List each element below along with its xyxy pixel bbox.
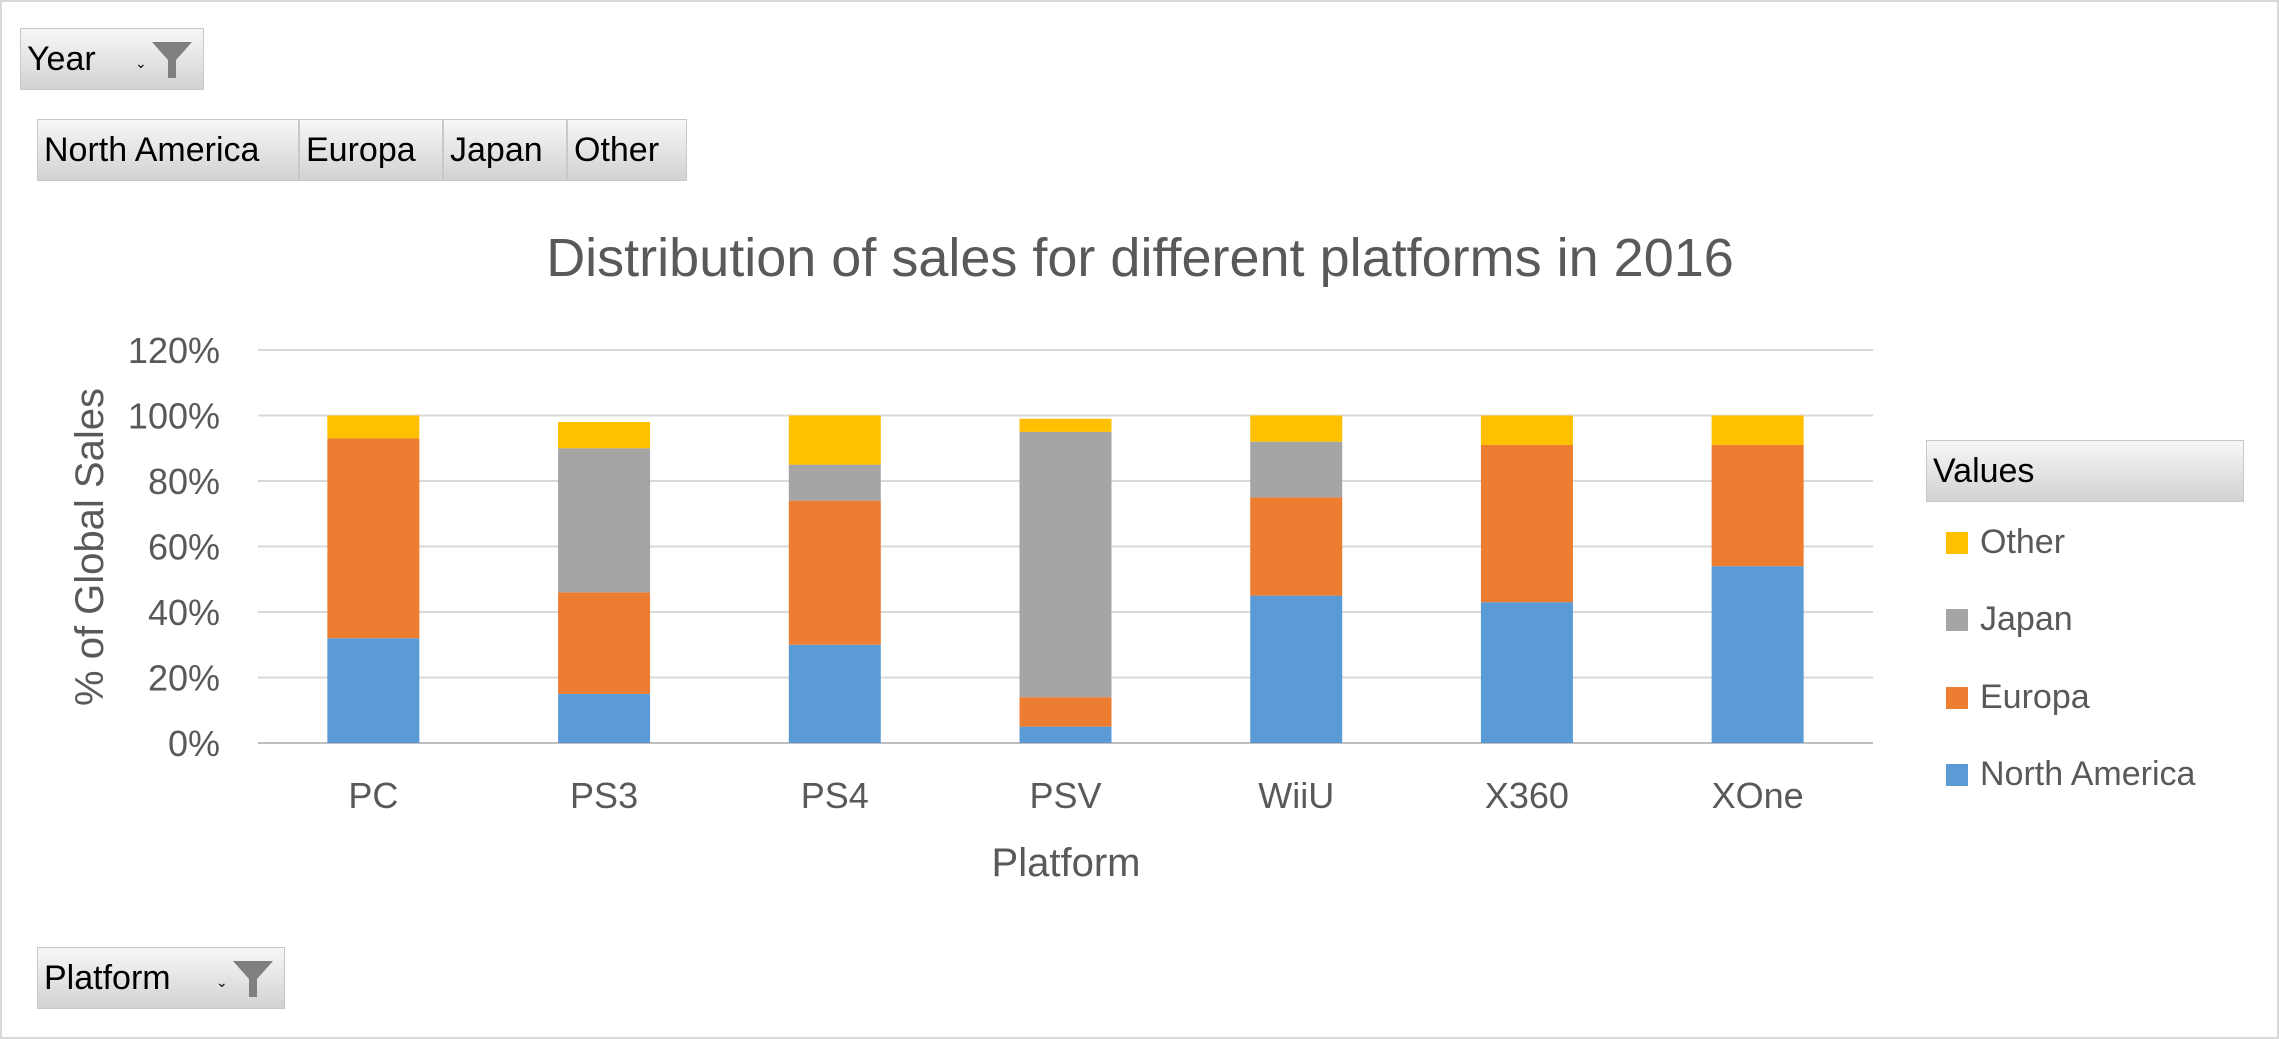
legend-label: Europa bbox=[1980, 678, 2090, 716]
series-button-japan[interactable]: Japan bbox=[443, 119, 567, 181]
x-tick-label: X360 bbox=[1485, 775, 1569, 816]
bar-pc-north-america[interactable] bbox=[327, 638, 420, 743]
bar-wiiu-europa[interactable] bbox=[1250, 497, 1343, 596]
x-tick-label: PC bbox=[348, 775, 398, 816]
bar-ps3-europa[interactable] bbox=[558, 592, 651, 694]
bar-psv-japan[interactable] bbox=[1019, 431, 1112, 698]
series-button-label: Europa bbox=[306, 131, 416, 169]
bar-pc-other[interactable] bbox=[327, 415, 420, 439]
x-tick-label: XOne bbox=[1712, 775, 1804, 816]
bar-pc-europa[interactable] bbox=[327, 438, 420, 639]
series-button-other[interactable]: Other bbox=[567, 119, 687, 181]
legend-header-label: Values bbox=[1933, 452, 2035, 490]
bar-ps4-north-america[interactable] bbox=[788, 644, 881, 743]
bar-xone-north-america[interactable] bbox=[1711, 566, 1804, 743]
x-tick-label: PSV bbox=[1029, 775, 1101, 816]
y-tick-label: 20% bbox=[148, 658, 220, 699]
legend-header[interactable]: Values bbox=[1926, 440, 2244, 502]
y-tick-label: 80% bbox=[148, 461, 220, 502]
bar-ps4-europa[interactable] bbox=[788, 500, 881, 645]
year-filter-button[interactable]: Year ⌄ bbox=[20, 28, 204, 90]
x-tick-label: WiiU bbox=[1258, 775, 1334, 816]
chevron-down-icon: ⌄ bbox=[216, 974, 228, 990]
legend-swatch bbox=[1946, 532, 1968, 554]
legend-label: North America bbox=[1980, 755, 2196, 793]
bar-psv-north-america[interactable] bbox=[1019, 726, 1112, 743]
y-tick-label: 60% bbox=[148, 527, 220, 568]
funnel-icon bbox=[233, 961, 273, 997]
bar-xone-europa[interactable] bbox=[1711, 444, 1804, 567]
series-button-label: North America bbox=[44, 131, 260, 169]
y-axis-label: % of Global Sales bbox=[68, 388, 112, 706]
bar-psv-other[interactable] bbox=[1019, 418, 1112, 432]
funnel-icon bbox=[152, 42, 192, 78]
year-filter-label: Year bbox=[27, 40, 96, 78]
bar-ps3-japan[interactable] bbox=[558, 448, 651, 593]
y-tick-label: 120% bbox=[128, 330, 220, 371]
x-tick-label: PS3 bbox=[570, 775, 638, 816]
y-tick-label: 40% bbox=[148, 592, 220, 633]
bar-psv-europa[interactable] bbox=[1019, 697, 1112, 727]
bar-ps4-other[interactable] bbox=[788, 415, 881, 465]
bar-wiiu-other[interactable] bbox=[1250, 415, 1343, 442]
legend-label: Other bbox=[1980, 523, 2066, 561]
bar-wiiu-japan[interactable] bbox=[1250, 441, 1343, 498]
series-button-label: Other bbox=[574, 131, 660, 169]
legend-swatch bbox=[1946, 687, 1968, 709]
bar-ps3-north-america[interactable] bbox=[558, 693, 651, 743]
y-tick-label: 0% bbox=[168, 723, 220, 764]
bar-x360-europa[interactable] bbox=[1480, 444, 1573, 603]
y-tick-label: 100% bbox=[128, 396, 220, 437]
platform-filter-button[interactable]: Platform ⌄ bbox=[37, 947, 285, 1009]
x-axis-label: Platform bbox=[992, 841, 1141, 885]
x-tick-label: PS4 bbox=[801, 775, 869, 816]
bar-ps4-japan[interactable] bbox=[788, 464, 881, 501]
bar-x360-north-america[interactable] bbox=[1480, 602, 1573, 743]
chart-title: Distribution of sales for different plat… bbox=[546, 228, 1734, 288]
legend-label: Japan bbox=[1980, 600, 2073, 638]
legend-swatch bbox=[1946, 764, 1968, 786]
bar-ps3-other[interactable] bbox=[558, 422, 651, 449]
chevron-down-icon: ⌄ bbox=[135, 55, 147, 71]
bar-wiiu-north-america[interactable] bbox=[1250, 595, 1343, 743]
legend-swatch bbox=[1946, 609, 1968, 631]
bar-x360-other[interactable] bbox=[1480, 415, 1573, 445]
series-button-label: Japan bbox=[450, 131, 543, 169]
bar-xone-other[interactable] bbox=[1711, 415, 1804, 445]
platform-filter-label: Platform bbox=[44, 959, 171, 997]
series-button-europa[interactable]: Europa bbox=[299, 119, 443, 181]
series-button-north-america[interactable]: North America bbox=[37, 119, 299, 181]
